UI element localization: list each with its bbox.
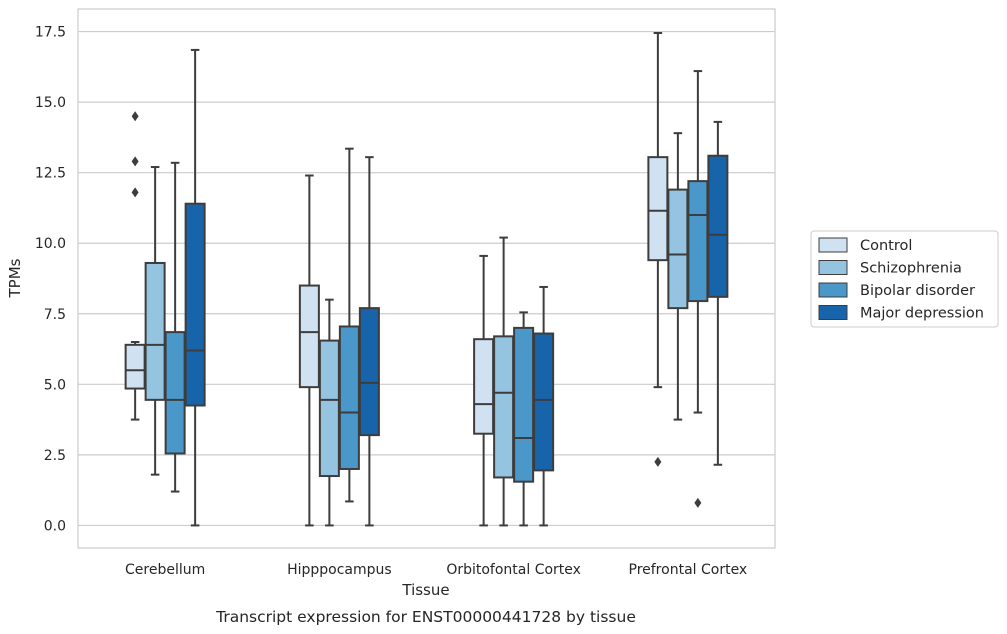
y-tick-label: 12.5 bbox=[35, 166, 66, 182]
box-iqr bbox=[124, 343, 146, 390]
y-tick-label: 10.0 bbox=[35, 236, 66, 252]
x-tick-label: Orbitofontal Cortex bbox=[446, 562, 581, 578]
y-tick-label: 0.0 bbox=[44, 518, 66, 534]
y-tick-label: 15.0 bbox=[35, 95, 66, 111]
outlier-point bbox=[131, 187, 139, 198]
box-iqr bbox=[533, 332, 555, 472]
box-iqr bbox=[473, 338, 495, 435]
legend-label: Bipolar disorder bbox=[860, 283, 975, 299]
x-axis-title: Tissue bbox=[401, 581, 449, 599]
legend-box bbox=[810, 230, 999, 328]
box-iqr bbox=[493, 335, 515, 479]
box-3-2 bbox=[687, 70, 709, 508]
box-1-3 bbox=[358, 156, 380, 527]
outlier-point bbox=[694, 497, 702, 508]
outlier-point bbox=[131, 111, 139, 122]
box-iqr bbox=[318, 339, 340, 478]
box-iqr bbox=[298, 284, 320, 389]
box-0-3 bbox=[184, 48, 206, 527]
y-tick-label: 7.5 bbox=[44, 307, 66, 323]
y-tick-label: 5.0 bbox=[44, 377, 66, 393]
boxes-layer bbox=[124, 31, 729, 527]
legend-label: Major depression bbox=[860, 306, 984, 322]
y-tick-labels: 0.0 2.5 5.0 7.5 10.0 12.5 15.0 17.5 bbox=[35, 25, 66, 535]
box-iqr bbox=[513, 326, 535, 483]
y-tick-label: 2.5 bbox=[44, 448, 66, 464]
box-iqr bbox=[184, 202, 206, 407]
box-iqr bbox=[164, 331, 186, 455]
legend-swatch bbox=[818, 260, 848, 275]
x-tick-labels: Cerebellum Hipppocampus Orbitofontal Corte… bbox=[125, 562, 747, 578]
legend: Control Schizophrenia Bipolar disorder Majo… bbox=[810, 230, 999, 328]
y-tick-label: 17.5 bbox=[35, 25, 66, 41]
box-iqr bbox=[667, 188, 689, 310]
legend-swatch bbox=[818, 282, 848, 298]
box-iqr bbox=[144, 261, 166, 401]
y-axis-title: TPMs bbox=[6, 258, 24, 298]
legend-label: Schizophrenia bbox=[860, 261, 962, 277]
x-tick-label: Cerebellum bbox=[125, 562, 205, 578]
box-1-1 bbox=[318, 298, 340, 527]
box-iqr bbox=[647, 156, 669, 262]
box-iqr bbox=[687, 180, 709, 303]
legend-swatch bbox=[818, 237, 848, 253]
box-0-1 bbox=[144, 166, 166, 476]
outlier-point bbox=[131, 156, 139, 167]
outlier-point bbox=[654, 456, 662, 467]
box-3-3 bbox=[707, 120, 729, 466]
box-iqr bbox=[707, 154, 729, 298]
box-1-2 bbox=[338, 147, 360, 503]
x-tick-label: Prefrontal Cortex bbox=[629, 562, 748, 578]
legend-label: Control bbox=[860, 238, 912, 254]
box-1-0 bbox=[298, 174, 320, 527]
box-iqr bbox=[338, 325, 360, 470]
legend-swatch bbox=[818, 305, 848, 320]
chart-caption: Transcript expression for ENST0000044172… bbox=[215, 608, 636, 626]
box-iqr bbox=[358, 307, 380, 437]
box-2-3 bbox=[533, 285, 555, 527]
x-tick-label: Hipppocampus bbox=[287, 562, 392, 578]
box-0-0 bbox=[124, 111, 146, 421]
